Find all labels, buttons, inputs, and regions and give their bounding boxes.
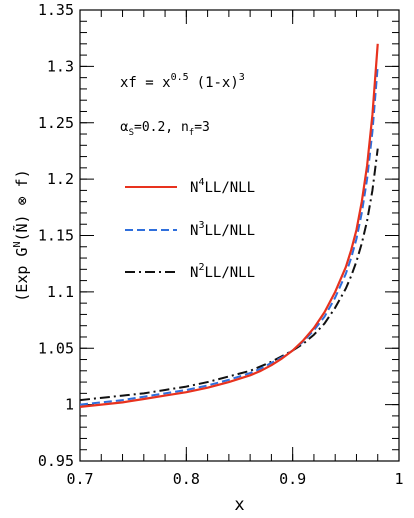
y-axis-label: (Exp GN(Ñ) ⊗ f)	[12, 169, 31, 301]
legend-label: N3LL/NLL	[190, 220, 255, 239]
legend-label: N2LL/NLL	[190, 262, 255, 281]
x-tick-label: 1	[394, 470, 403, 488]
y-tick-label: 1.2	[47, 170, 74, 188]
axis-tick-labels: 0.7 0.8 0.9 1 0.95 1 1.05 1.1 1.15 1.2 1.25 1.3 1.35	[38, 1, 404, 488]
series-line-n4ll-nll	[80, 43, 379, 408]
x-tick-label: 0.7	[66, 470, 93, 488]
x-axis-label: x	[234, 495, 244, 515]
y-tick-label: 1.15	[38, 227, 74, 245]
params-annotation: αS=0.2, nf=3	[120, 120, 210, 138]
x-tick-label: 0.9	[279, 470, 306, 488]
y-tick-label: 1.25	[38, 114, 74, 132]
y-tick-label: 1.3	[47, 57, 74, 75]
y-tick-label: 0.95	[38, 452, 74, 470]
y-tick-label: 1.05	[38, 339, 74, 357]
axis-ticks	[79, 9, 400, 462]
legend-label: N4LL/NLL	[190, 177, 255, 196]
x-tick-label: 0.8	[173, 470, 200, 488]
y-tick-label: 1.35	[38, 1, 74, 19]
y-tick-label: 1	[65, 396, 74, 414]
legend: N4LL/NLL N3LL/NLL N2LL/NLL	[125, 177, 255, 281]
series-layer	[80, 43, 379, 408]
formula-annotation: xf = x0.5 (1-x)3	[120, 72, 245, 91]
y-tick-label: 1.1	[47, 283, 74, 301]
